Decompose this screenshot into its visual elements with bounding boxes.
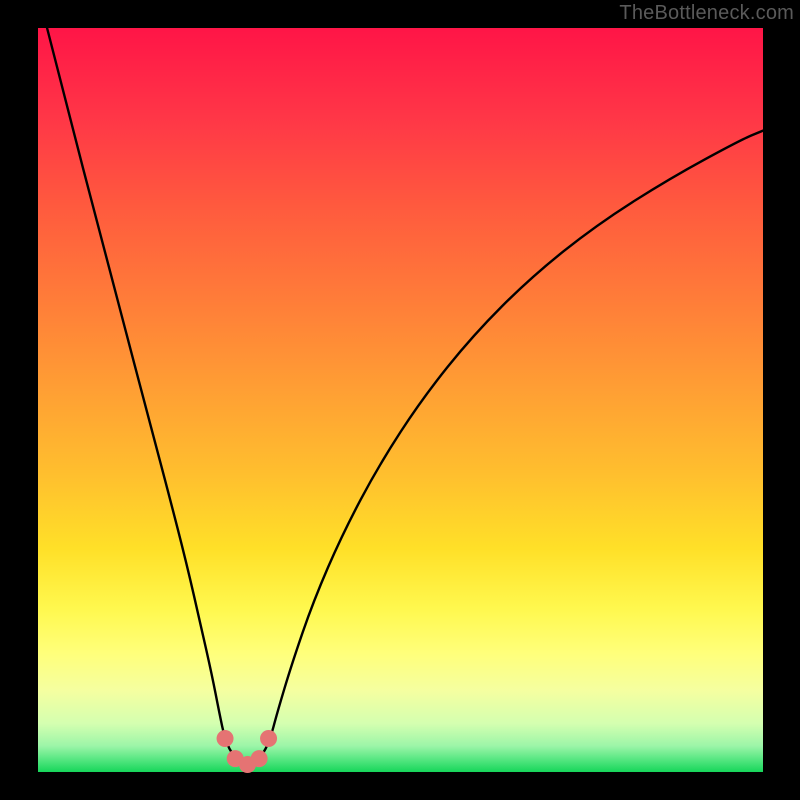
watermark-text: TheBottleneck.com [619, 2, 794, 25]
chart-canvas: TheBottleneck.com [0, 0, 800, 800]
curve-marker [260, 730, 277, 747]
curve-marker [251, 750, 268, 767]
curve-marker [217, 730, 234, 747]
plot-background-gradient [38, 28, 763, 772]
bottleneck-chart [0, 0, 800, 800]
